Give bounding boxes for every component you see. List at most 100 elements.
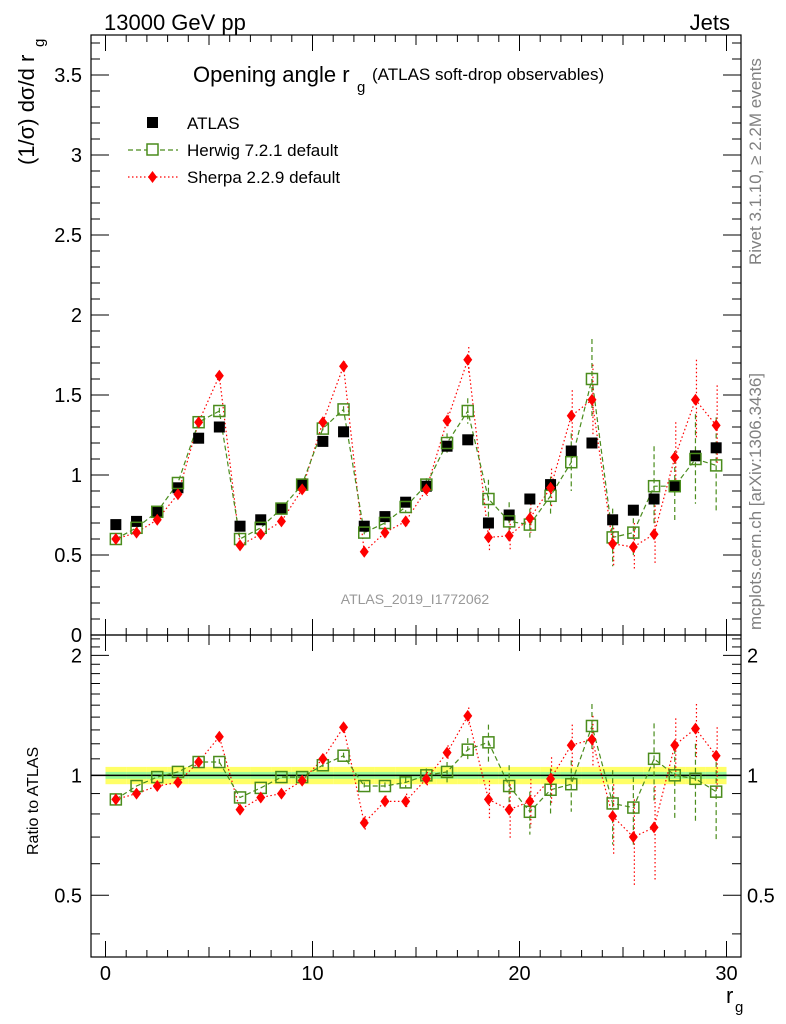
sherpa-ratio-point [339, 721, 349, 734]
ratio-frame [90, 634, 742, 958]
atlas-point [358, 520, 370, 532]
sherpa-ratio-point [256, 791, 266, 804]
atlas-point [234, 520, 246, 532]
atlas-point [338, 426, 350, 438]
sherpa-ratio-point [132, 787, 142, 800]
sherpa-point [256, 528, 266, 541]
legend: ATLAS Herwig 7.2.1 default Sherpa 2.2.9 … [128, 114, 340, 187]
main-plot-content [109, 339, 723, 571]
rivet-label: Rivet 3.1.10, ≥ 2.2M events [746, 58, 765, 265]
herwig-point [213, 404, 226, 418]
sherpa-ratio-point [649, 821, 659, 834]
herwig-ratio-point [565, 777, 578, 791]
legend-herwig-label: Herwig 7.2.1 default [187, 141, 338, 160]
energy-label: 13000 GeV pp [104, 10, 246, 35]
sherpa-ratio-point [318, 752, 328, 765]
herwig-ratio-point [482, 736, 495, 749]
sherpa-ratio-point [711, 749, 721, 762]
herwig-point [171, 476, 185, 490]
main-y-axis-label: (1/σ) dσ/d r [14, 55, 39, 165]
x-axis-label-subscript: g [735, 999, 743, 1016]
herwig-ratio-point [627, 801, 640, 814]
sherpa-point [235, 539, 245, 552]
herwig-point [461, 404, 475, 418]
y-tick-label: 1 [71, 465, 82, 487]
sherpa-point [690, 393, 700, 406]
sherpa-ratio-point [463, 709, 473, 722]
ratio-y-tick-label-right: 0.5 [747, 885, 775, 907]
atlas-point [131, 515, 143, 527]
sherpa-point [587, 393, 597, 406]
sherpa-point [483, 531, 493, 544]
sherpa-ratio-point [628, 831, 638, 844]
herwig-point [689, 452, 702, 466]
sherpa-ratio-point [442, 746, 452, 759]
sherpa-ratio-point [566, 739, 576, 752]
atlas-point [669, 480, 681, 492]
chart-title-subscript: g [357, 79, 365, 96]
sherpa-ratio-point [152, 780, 162, 793]
herwig-point [482, 492, 495, 506]
herwig-ratio-point [171, 765, 185, 779]
herwig-ratio-point [585, 719, 599, 733]
sherpa-point [276, 515, 286, 528]
atlas-point [710, 442, 722, 454]
ratio-y-tick-label-right: 2 [747, 645, 758, 667]
sherpa-point [670, 451, 680, 464]
sherpa-ratio-point [483, 793, 493, 806]
herwig-point [585, 372, 599, 386]
legend-atlas-label: ATLAS [187, 114, 240, 133]
herwig-ratio-point [709, 785, 723, 798]
chart-title-note: (ATLAS soft-drop observables) [372, 65, 604, 84]
sherpa-point [297, 483, 307, 496]
herwig-point [357, 526, 371, 539]
mcplots-label: mcplots.cern.ch [arXiv:1306.3436] [746, 373, 765, 630]
herwig-ratio-point [213, 755, 226, 769]
analysis-label: ATLAS_2019_I1772062 [341, 591, 490, 607]
ratio-panel: 0 10 20 30 0.5 0.5 1 1 2 2 Ratio to ATLAS r g [25, 634, 775, 1016]
sherpa-point [132, 526, 142, 539]
ratio-plot-content [91, 704, 741, 886]
ratio-y-tick-label-left: 1 [71, 765, 82, 787]
sherpa-point [173, 488, 183, 501]
sherpa-point [525, 512, 535, 525]
herwig-point [668, 479, 682, 493]
sherpa-ratio-line [115, 714, 717, 838]
sherpa-ratio-point [235, 803, 245, 816]
herwig-ratio-point [502, 779, 516, 793]
sherpa-point [111, 533, 121, 545]
atlas-point [586, 437, 598, 449]
herwig-ratio-point [275, 770, 288, 784]
sherpa-ratio-point [525, 795, 535, 808]
chart-title: Opening angle r [193, 62, 350, 87]
x-axis-label: r [726, 983, 733, 1008]
sherpa-point [401, 515, 411, 528]
sherpa-point [318, 416, 328, 429]
x-tick-label: 20 [508, 963, 530, 985]
sherpa-ratio-point [359, 816, 369, 829]
sherpa-point [463, 353, 473, 366]
herwig-ratio-point [689, 772, 702, 786]
sherpa-point [359, 545, 369, 558]
atlas-point [379, 511, 391, 523]
herwig-ratio-point [523, 805, 537, 819]
x-tick-label: 30 [715, 963, 737, 985]
ratio-y-tick-label-right: 1 [747, 765, 758, 787]
sherpa-line [115, 359, 717, 554]
atlas-point [441, 440, 453, 452]
herwig-ratio-point [440, 765, 454, 779]
main-axes: 0 0.5 1 1.5 2 2.5 3 3.5 [54, 35, 741, 647]
atlas-point [317, 435, 329, 447]
sherpa-ratio-point [504, 803, 514, 816]
herwig-ratio-point [357, 779, 371, 793]
sherpa-point [442, 414, 452, 427]
main-y-axis-label-subscript: g [31, 39, 48, 47]
main-panel: 0 0.5 1 1.5 2 2.5 3 3.5 Opening angle r g (ATLA… [14, 34, 742, 647]
sherpa-point [546, 481, 556, 494]
sherpa-ratio-point [690, 722, 700, 735]
herwig-ratio-point [337, 749, 350, 762]
herwig-point [709, 459, 723, 472]
sherpa-ratio-point [173, 776, 183, 789]
sherpa-point [649, 528, 659, 541]
